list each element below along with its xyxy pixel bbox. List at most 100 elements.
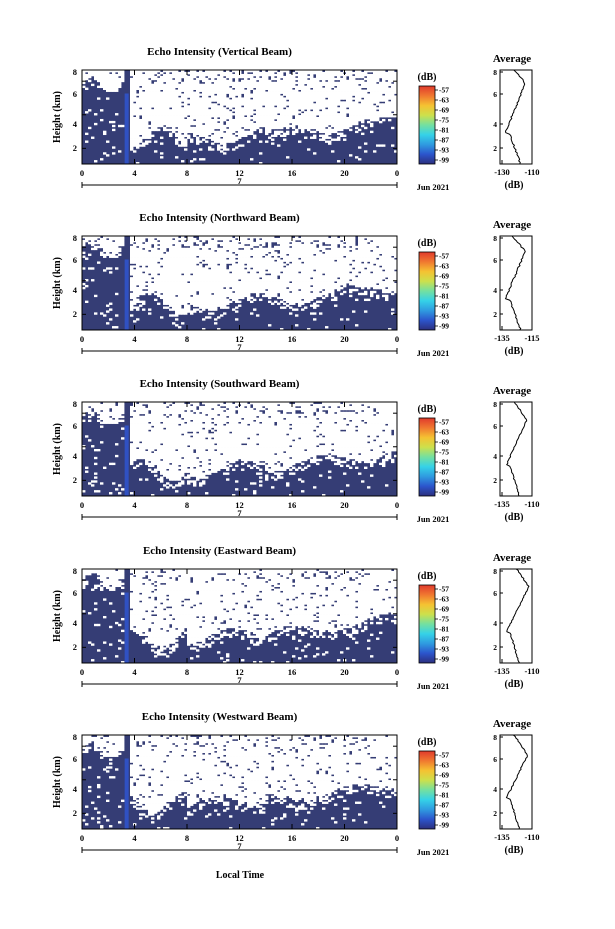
y-axis: 2 4 6 8	[73, 233, 397, 319]
colorbar-tick-label: -93	[439, 645, 449, 654]
colorbar-tick-label: -69	[439, 771, 449, 780]
x-tick-label: 8	[185, 667, 189, 677]
x-axis: 0 4 8 12 16 20 0	[80, 70, 399, 178]
profile-x-tick-label: -110	[524, 499, 539, 509]
date-label: Jun 2021	[417, 681, 450, 691]
echo-heatmap	[82, 735, 398, 830]
y-tick-label: 4	[73, 784, 78, 794]
colorbar-tick-label: -75	[439, 282, 449, 291]
colorbar-tick-label: -81	[439, 458, 449, 467]
profile-y-tick-label: 6	[493, 90, 497, 99]
profile-y-tick-label: 4	[493, 619, 497, 628]
profile-y-tick-label: 6	[493, 589, 497, 598]
panel-title: Echo Intensity (Eastward Beam)	[143, 545, 296, 557]
x-tick-label: 12	[235, 667, 244, 677]
colorbar-gradient	[418, 584, 436, 664]
echo-streak	[124, 758, 129, 829]
panel-title: Echo Intensity (Vertical Beam)	[147, 46, 292, 58]
x-tick-label: 12	[235, 334, 244, 344]
profile-x-tick-label: -110	[524, 666, 539, 676]
echo-heatmap	[82, 402, 398, 497]
profile-frame	[499, 69, 533, 165]
profile-y-tick-label: 6	[493, 755, 497, 764]
x-tick-label: 0	[395, 168, 399, 178]
echo-streak	[124, 259, 129, 330]
profile-line	[504, 69, 526, 165]
day-label: 7	[237, 508, 242, 518]
echo-streak	[124, 93, 129, 164]
y-tick-label: 6	[73, 89, 77, 99]
y-tick-label: 2	[73, 309, 77, 319]
y-tick-label: 8	[73, 399, 77, 409]
day-label: 7	[237, 342, 242, 352]
date-bar: 7 Jun 2021	[81, 176, 449, 192]
x-axis: 0 4 8 12 16 20 0	[80, 236, 399, 344]
profile-y-tick-label: 4	[493, 286, 497, 295]
x-tick-label: 12	[235, 500, 244, 510]
x-tick-label: 20	[340, 500, 349, 510]
average-profile: Average 2 4 6 8 -135 -115(dB)	[493, 219, 540, 357]
y-tick-label: 8	[73, 233, 77, 243]
colorbar-tick-label: -81	[439, 791, 449, 800]
profile-line	[506, 568, 530, 664]
y-axis-label: Height (km)	[52, 91, 63, 143]
profile-title: Average	[493, 53, 531, 65]
x-tick-label: 16	[288, 667, 297, 677]
echo-heatmap	[82, 70, 398, 165]
y-axis-label: Height (km)	[52, 756, 63, 808]
profile-y-tick-label: 4	[493, 452, 497, 461]
colorbar-tick-label: -87	[439, 302, 449, 311]
profile-y-tick-label: 6	[493, 422, 497, 431]
colorbar: (dB)-57-63-69-75-81-87-93-99	[418, 737, 450, 830]
x-tick-label: 12	[235, 833, 244, 843]
profile-frame	[499, 568, 533, 664]
profile-frame	[499, 734, 533, 830]
panel-1: Echo Intensity (Vertical Beam) 2 4 6 8 Height…	[52, 46, 540, 192]
figure-xlabel: Local Time	[216, 870, 265, 881]
profile-x-tick-label: -135	[494, 333, 510, 343]
date-label: Jun 2021	[417, 847, 450, 857]
y-tick-label: 2	[73, 642, 77, 652]
date-bar: 7 Jun 2021	[81, 342, 449, 358]
y-tick-label: 6	[73, 754, 77, 764]
colorbar-tick-label: -69	[439, 106, 449, 115]
x-tick-label: 0	[80, 500, 84, 510]
average-profile: Average 2 4 6 8 -135 -110(dB)	[493, 385, 540, 523]
profile-title: Average	[493, 718, 531, 730]
colorbar-tick-label: -69	[439, 605, 449, 614]
profile-y-tick-label: 2	[493, 144, 497, 153]
no-echo-cells	[82, 236, 398, 331]
profile-line	[504, 235, 526, 331]
x-axis: 0 4 8 12 16 20 0	[80, 402, 399, 510]
x-tick-label: 16	[288, 168, 297, 178]
colorbar-tick-label: -81	[439, 126, 449, 135]
x-tick-label: 8	[185, 833, 189, 843]
date-bar: 7 Jun 2021	[81, 841, 450, 857]
colorbar-gradient	[418, 251, 436, 331]
x-tick-label: 0	[80, 168, 84, 178]
x-tick-label: 8	[185, 334, 189, 344]
profile-x-tick-label: -135	[494, 666, 510, 676]
x-tick-label: 0	[80, 667, 84, 677]
profile-title: Average	[493, 552, 531, 564]
y-axis-label: Height (km)	[52, 257, 63, 309]
profile-y-tick-label: 8	[493, 68, 497, 77]
colorbar-tick-label: -75	[439, 448, 449, 457]
colorbar-unit: (dB)	[418, 737, 437, 748]
profile-y-tick-label: 2	[493, 643, 497, 652]
panel-5: Echo Intensity (Westward Beam) 2 4 6 8 Height…	[52, 711, 540, 857]
x-tick-label: 20	[340, 833, 349, 843]
x-axis: 0 4 8 12 16 20 0	[80, 569, 399, 677]
date-label: Jun 2021	[417, 514, 450, 524]
y-tick-label: 4	[73, 285, 78, 295]
x-axis: 0 4 8 12 16 20 0	[80, 735, 399, 843]
colorbar: (dB)-57-63-69-75-81-87-93-99	[418, 404, 450, 497]
profile-y-tick-label: 2	[493, 476, 497, 485]
colorbar-tick-label: -75	[439, 116, 449, 125]
y-tick-label: 8	[73, 566, 77, 576]
no-echo-cells	[82, 735, 398, 830]
y-tick-label: 8	[73, 67, 77, 77]
colorbar-tick-label: -81	[439, 625, 449, 634]
colorbar-gradient	[418, 85, 436, 165]
